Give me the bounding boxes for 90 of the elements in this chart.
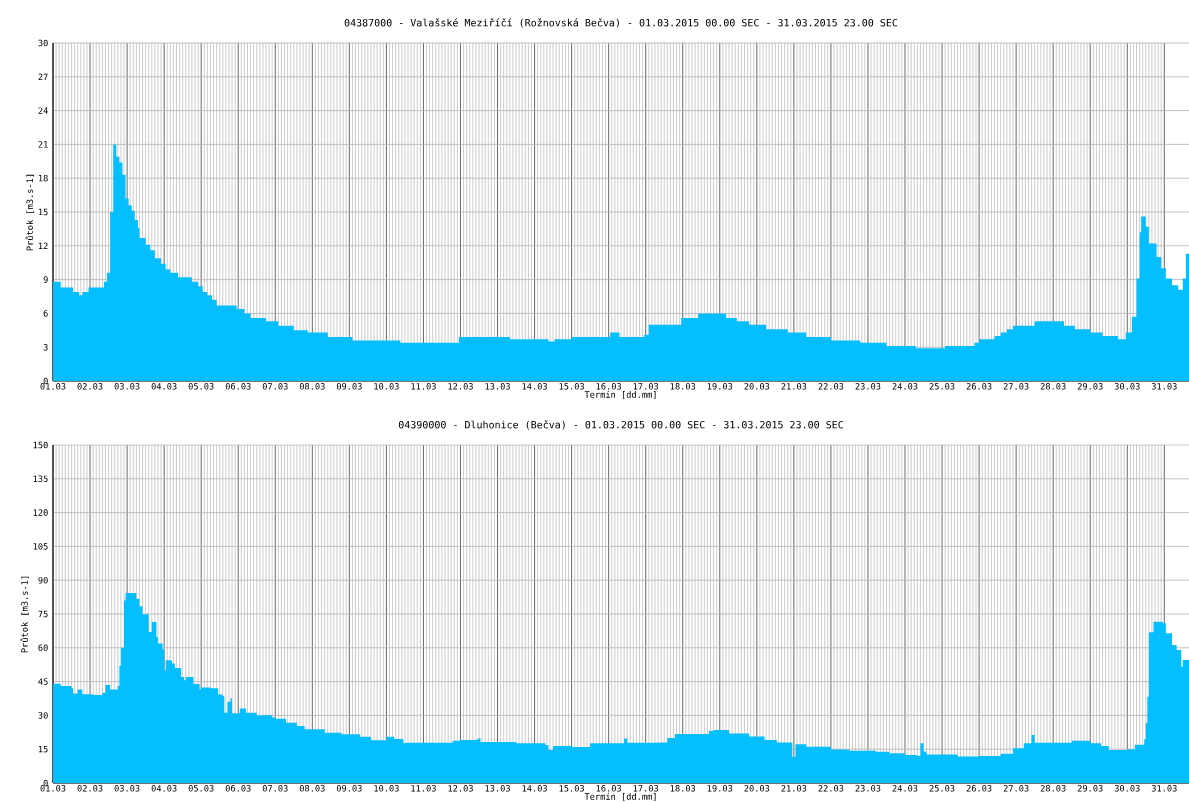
x-tick-label: 15.03 (559, 383, 584, 390)
x-tick-label: 26.03 (966, 785, 992, 792)
chart-title: 04390000 - Dluhonice (Bečva) - 01.03.2015 00.00 SEC - 31.03.2015 23.00 SEC (398, 420, 843, 430)
x-tick-label: 26.03 (966, 383, 992, 390)
x-tick-label: 30.03 (1114, 785, 1140, 792)
x-tick-label: 31.03 (1151, 785, 1177, 792)
x-tick-label: 23.03 (855, 785, 881, 792)
x-tick-label: 09.03 (336, 383, 362, 390)
x-tick-label: 28.03 (1040, 383, 1066, 390)
x-tick-label: 02.03 (77, 785, 103, 792)
x-tick-label: 07.03 (262, 383, 288, 390)
x-tick-label: 31.03 (1151, 383, 1177, 390)
x-tick-label: 22.03 (818, 383, 844, 390)
x-tick-label: 29.03 (1077, 785, 1103, 792)
y-tick-label: 18 (38, 174, 48, 182)
x-tick-label: 04.03 (151, 785, 177, 792)
x-tick-label: 28.03 (1040, 785, 1066, 792)
y-tick-label: 120 (33, 509, 48, 516)
x-tick-label: 30.03 (1114, 383, 1140, 390)
y-axis-title: Průtok [m3.s-1] (20, 576, 29, 653)
y-tick-label: 45 (38, 678, 48, 685)
x-tick-label: 12.03 (448, 785, 473, 792)
chart-title: 04387000 - Valašské Meziříčí (Rožnovská Bečva) - 01.03.2015 00.00 SEC - 31.03.2015 23.00 SEC (344, 18, 898, 28)
y-tick-label: 21 (38, 141, 48, 148)
x-tick-label: 24.03 (892, 383, 918, 390)
x-tick-label: 09.03 (336, 785, 362, 792)
x-tick-label: 03.03 (114, 785, 140, 792)
y-tick-label: 27 (38, 73, 48, 81)
x-tick-label: 19.03 (707, 383, 733, 390)
x-tick-label: 10.03 (374, 383, 399, 390)
x-tick-label: 16.03 (596, 785, 622, 792)
x-axis-title: Termín [dd.mm] (584, 792, 656, 801)
x-tick-label: 06.03 (225, 383, 251, 390)
y-tick-label: 9 (43, 276, 48, 283)
y-tick-label: 6 (43, 310, 48, 317)
x-tick-label: 04.03 (151, 383, 177, 390)
x-tick-label: 25.03 (929, 785, 955, 792)
x-tick-label: 10.03 (374, 785, 399, 792)
x-tick-label: 01.03 (40, 383, 66, 390)
x-tick-label: 02.03 (77, 383, 103, 390)
x-axis-title: Termín [dd.mm] (584, 390, 656, 399)
y-tick-label: 30 (38, 712, 48, 719)
x-tick-label: 22.03 (818, 785, 844, 792)
x-tick-label: 14.03 (522, 383, 547, 390)
y-tick-label: 24 (38, 107, 48, 114)
x-tick-label: 05.03 (188, 383, 214, 390)
x-tick-label: 11.03 (411, 383, 436, 390)
y-tick-label: 75 (38, 610, 48, 618)
x-tick-label: 21.03 (781, 383, 807, 390)
x-tick-label: 12.03 (448, 383, 473, 390)
x-tick-label: 20.03 (744, 785, 770, 792)
y-tick-label: 15 (38, 745, 48, 753)
x-tick-label: 05.03 (188, 785, 214, 792)
x-tick-label: 15.03 (559, 785, 584, 792)
x-tick-label: 06.03 (225, 785, 251, 792)
x-tick-label: 23.03 (855, 383, 881, 390)
y-tick-label: 60 (38, 644, 48, 652)
x-tick-label: 07.03 (262, 785, 288, 792)
y-tick-label: 135 (33, 475, 48, 483)
x-tick-label: 25.03 (929, 383, 955, 390)
x-tick-label: 20.03 (744, 383, 770, 390)
y-tick-label: 12 (38, 242, 48, 250)
x-tick-label: 08.03 (299, 383, 325, 390)
x-tick-label: 27.03 (1003, 383, 1029, 390)
x-tick-label: 08.03 (299, 785, 325, 792)
x-tick-label: 21.03 (781, 785, 807, 792)
y-tick-label: 90 (38, 576, 48, 584)
y-tick-label: 0 (43, 377, 48, 385)
x-tick-label: 17.03 (633, 383, 659, 390)
y-tick-label: 15 (38, 208, 48, 216)
y-tick-label: 0 (43, 779, 48, 787)
x-tick-label: 27.03 (1003, 785, 1029, 792)
x-tick-label: 18.03 (670, 785, 696, 792)
y-tick-label: 30 (38, 39, 48, 47)
x-tick-label: 18.03 (670, 383, 696, 390)
x-tick-label: 17.03 (633, 785, 659, 792)
x-tick-label: 29.03 (1077, 383, 1103, 390)
x-tick-label: 13.03 (485, 785, 510, 792)
x-tick-label: 24.03 (892, 785, 918, 792)
y-axis-title: Průtok [m3.s-1] (25, 174, 35, 251)
x-tick-label: 16.03 (596, 383, 622, 390)
x-tick-label: 14.03 (522, 785, 547, 792)
x-tick-label: 03.03 (114, 383, 140, 390)
y-tick-label: 105 (33, 543, 48, 550)
x-tick-label: 19.03 (707, 785, 733, 792)
y-tick-label: 3 (43, 343, 48, 351)
y-tick-label: 150 (33, 441, 48, 449)
x-tick-label: 11.03 (411, 785, 436, 792)
x-tick-label: 01.03 (40, 785, 66, 792)
x-tick-label: 13.03 (485, 383, 510, 390)
